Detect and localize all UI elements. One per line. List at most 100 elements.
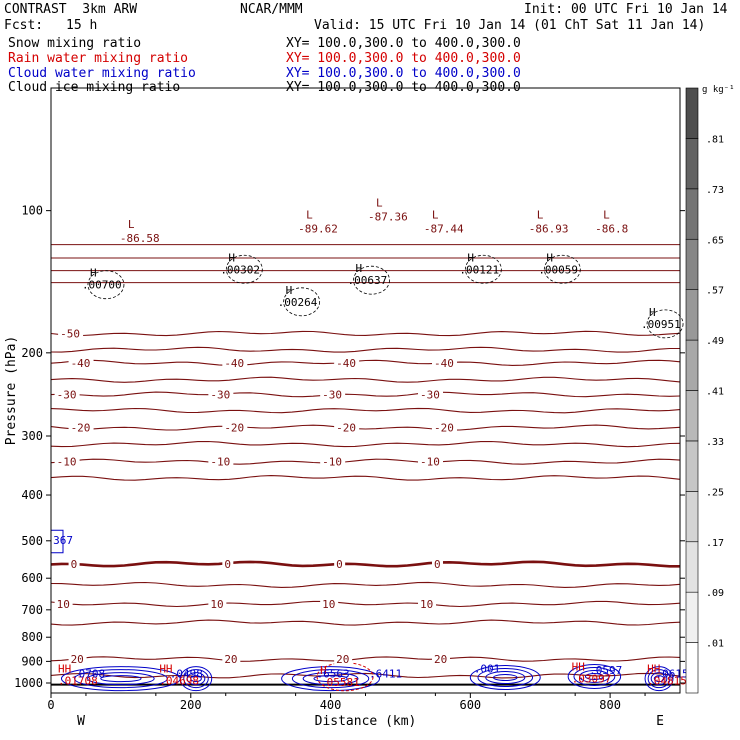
isotherm-lines: [50, 244, 681, 686]
cloud-water-contour: [179, 666, 213, 692]
cloud-water-contour: [579, 669, 610, 683]
field-section-cloud-water: XY= 100.0,300.0 to 400.0,300.0: [286, 66, 521, 81]
isotherm-0: [50, 560, 680, 568]
cloud-ice-contour: [543, 254, 581, 284]
isotherm-label-bg: [68, 421, 94, 434]
colorbar-label: .81: [706, 134, 724, 145]
y-tick-label: 500: [21, 534, 43, 548]
cloud-water-contour: [87, 672, 155, 686]
colorbar-segment: [685, 541, 699, 593]
init-time: Init: 00 UTC Fri 10 Jan 14: [524, 2, 728, 17]
isotherm-label-bg: [54, 455, 80, 468]
isotherm-label-bg: [54, 597, 73, 610]
isotherm--15: [50, 440, 681, 448]
isotherm-label: 10: [322, 598, 335, 611]
colorbar-segment: [685, 491, 699, 543]
isotherm-label-bg: [431, 558, 443, 571]
colorbar-label: .41: [706, 387, 724, 398]
isotherm-label: -20: [336, 422, 356, 435]
forecast-hour: 15 h: [66, 18, 98, 33]
isotherm-20: [50, 656, 681, 662]
rain-high-value: .01708: [58, 675, 98, 688]
cloud-water-contour: [186, 672, 206, 686]
colorbar-segment: [685, 642, 699, 694]
cloud-water-label: .001: [474, 662, 501, 675]
y-tick-label: 800: [21, 630, 43, 644]
isotherm-label-bg: [58, 327, 84, 340]
isotherm-label: -20: [71, 422, 91, 435]
isotherm-10: [50, 600, 681, 608]
isotherm-15: [50, 619, 681, 626]
isotherm-label: -40: [336, 357, 356, 370]
y-tick-label: 200: [21, 346, 43, 360]
isotherm-label-bg: [431, 356, 457, 369]
rain-high-marker: HH: [647, 663, 660, 676]
isotherm-label: 20: [434, 653, 447, 666]
colorbar-segment: [685, 440, 699, 492]
x-tick-label: 600: [459, 698, 481, 712]
cloud-water-contours: [51, 529, 674, 692]
cloud-water-contour: [291, 669, 370, 689]
cloud-ice-high-value: .00302: [220, 263, 260, 276]
isotherm-label: -10: [420, 456, 440, 469]
cloud-water-contour: [647, 669, 671, 689]
isotherm-label: -10: [57, 456, 77, 469]
isotherm--50: [50, 330, 681, 337]
cloud-water-contour: [313, 675, 348, 683]
cloud-ice-high-value: .00121: [459, 263, 499, 276]
colorbar-label: .73: [706, 185, 724, 196]
y-tick-label: 400: [21, 488, 43, 502]
rain-high-value: .04698: [159, 675, 199, 688]
isotherm-label-bg: [320, 388, 346, 401]
field-name-cloud-water: Cloud water mixing ratio: [8, 66, 196, 81]
y-axis-label: Pressure (hPa): [4, 336, 19, 446]
isotherm-label-bg: [334, 558, 346, 571]
isotherm-label-bg: [68, 356, 94, 369]
isotherm--35: [50, 376, 681, 383]
cloud-water-contour: [644, 666, 674, 692]
cloud-ice-high-marker: H: [356, 262, 363, 275]
y-tick-label: 700: [21, 603, 43, 617]
colorbar-segment: [685, 138, 699, 190]
isotherm-label: 0: [71, 558, 78, 571]
cloud-ice-high-value: .00700: [82, 279, 122, 292]
low-value: -87.44: [424, 223, 464, 236]
cloud-water-contour: [190, 675, 202, 683]
low-value: -87.36: [368, 211, 408, 224]
isotherm-label: 0: [224, 558, 231, 571]
isotherm-label-bg: [334, 653, 353, 666]
cloud-ice-contour: [353, 265, 390, 295]
cloud-ice-high-marker: H: [286, 284, 293, 297]
colorbar-segment: [685, 390, 699, 442]
valid-time: Valid: 15 UTC Fri 10 Jan 14 (01 ChT Sat …: [314, 18, 706, 33]
cloud-water-label: .0708: [72, 667, 105, 680]
isotherm-label: -40: [434, 357, 454, 370]
colorbar-segment: [685, 238, 699, 290]
rain-high-value: .05581: [320, 676, 360, 689]
low-marker: L: [432, 209, 439, 222]
isotherm--20: [50, 424, 681, 431]
isotherm-label: 20: [224, 653, 237, 666]
isotherm-label-bg: [320, 455, 346, 468]
y-tick-label: 100: [21, 204, 43, 218]
rain-high-marker: HH: [159, 663, 172, 676]
isotherm-label-bg: [208, 455, 234, 468]
cloud-water-label: .0498: [170, 667, 203, 680]
cloud-water-label: 367: [53, 534, 73, 547]
isotherm-label: -20: [434, 422, 454, 435]
cloud-water-contour: [653, 675, 665, 683]
isotherm-label: -50: [60, 327, 80, 340]
isotherm-label: 10: [57, 598, 70, 611]
isotherm-label-bg: [208, 597, 227, 610]
low-value: -86.93: [529, 223, 569, 236]
isotherm-label-bg: [334, 421, 360, 434]
contour-labels: -50 -40 -40 -40 -40 -30 -30 -30 -30 -20 -20 -20 -20 -…: [53, 197, 689, 689]
x-tick-label: 200: [180, 698, 202, 712]
cloud-water-contour: [492, 674, 518, 682]
x-tick-label: 400: [320, 698, 342, 712]
cloud-water-contour: [74, 669, 168, 689]
colorbar-label: .09: [706, 588, 724, 599]
cloud-water-contour: [469, 665, 541, 691]
organization: NCAR/MMM: [240, 2, 303, 17]
colorbar-segment: [685, 188, 699, 240]
